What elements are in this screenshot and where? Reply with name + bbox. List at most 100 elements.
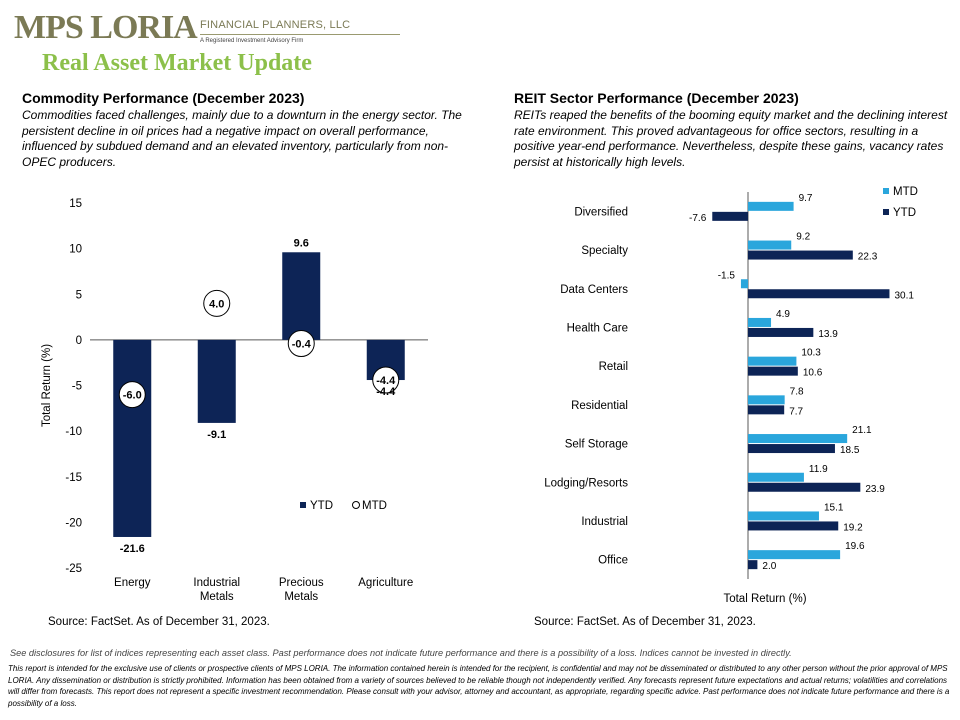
logo-wordmark: MPS LORIA	[14, 9, 198, 46]
ytd-bar	[748, 289, 890, 299]
y-tick-label: 5	[76, 289, 82, 301]
ytd-bar	[748, 444, 835, 454]
legend-ytd-label: YTD	[310, 500, 333, 512]
mtd-data-label: -4.4	[376, 375, 396, 387]
mtd-marker	[372, 366, 400, 394]
mtd-data-label: -6.0	[123, 390, 142, 402]
mtd-bar	[748, 434, 848, 444]
ytd-data-label: -7.6	[689, 213, 707, 224]
reit-section-text: REITs reaped the benefits of the booming…	[514, 108, 948, 169]
legend-ytd-swatch	[300, 502, 306, 508]
x-category-label: Precious	[279, 577, 324, 589]
mtd-data-label: 10.3	[801, 348, 821, 359]
legend-mtd-label: MTD	[362, 500, 387, 512]
commodity-section-text: Commodities faced challenges, mainly due…	[22, 108, 462, 169]
reit-sector-chart: Diversified Specialty Data Centers Health C…	[544, 186, 918, 605]
ytd-data-label: 2.0	[762, 561, 776, 572]
ytd-bar	[712, 211, 748, 221]
legend-ytd-swatch	[883, 209, 889, 215]
y-tick-label: -10	[65, 426, 82, 438]
ytd-data-label: 7.7	[789, 406, 803, 417]
mtd-bar	[740, 279, 748, 289]
y-tick-label: -25	[65, 563, 82, 575]
mtd-data-label: 11.9	[809, 464, 828, 475]
commodity-source: Source: FactSet. As of December 31, 2023…	[48, 616, 270, 628]
company-logo: MPS LORIA FINANCIAL PLANNERS, LLC A Regi…	[14, 8, 414, 54]
y-category-label: Health Care	[567, 322, 628, 334]
ytd-data-label: 13.9	[818, 329, 838, 340]
mtd-marker	[287, 330, 315, 358]
ytd-data-label: 9.6	[294, 237, 309, 249]
mtd-data-label: 7.8	[790, 386, 804, 397]
mtd-bar	[748, 201, 794, 211]
mtd-data-label: 4.9	[776, 309, 790, 320]
ytd-data-label: -4.4	[376, 386, 396, 398]
ytd-bar	[748, 327, 814, 337]
y-tick-label: -5	[72, 381, 82, 393]
ytd-bar	[113, 339, 152, 537]
ytd-data-label: 30.1	[894, 290, 914, 301]
legend-ytd-label: YTD	[893, 207, 916, 219]
legend-mtd-swatch	[352, 501, 360, 509]
ytd-bar	[748, 560, 758, 570]
commodity-section-title: Commodity Performance (December 2023)	[22, 90, 305, 106]
ytd-bar	[748, 250, 853, 260]
mtd-bar	[748, 511, 819, 521]
mtd-data-label: 21.1	[852, 425, 872, 436]
y-category-label: Diversified	[574, 206, 628, 218]
y-tick-label: -20	[65, 517, 82, 529]
ytd-data-label: 10.6	[803, 368, 823, 379]
mtd-data-label: -0.4	[292, 339, 312, 351]
y-category-label: Lodging/Resorts	[544, 477, 628, 489]
ytd-bar	[282, 252, 321, 340]
mtd-bar	[748, 472, 804, 482]
mtd-data-label: -1.5	[718, 270, 736, 281]
ytd-data-label: 19.2	[843, 522, 863, 533]
mtd-data-label: 19.6	[845, 541, 865, 552]
legal-disclaimer: This report is intended for the exclusiv…	[8, 664, 950, 709]
mtd-bar	[748, 395, 785, 405]
reit-section-title: REIT Sector Performance (December 2023)	[514, 90, 799, 106]
mtd-marker	[203, 289, 231, 317]
x-category-label: Metals	[200, 591, 234, 603]
ytd-bar	[748, 521, 839, 531]
x-category-label: Industrial	[193, 577, 240, 589]
y-category-label: Specialty	[581, 245, 628, 257]
logo-tagline: A Registered Investment Advisory Firm	[200, 38, 304, 44]
y-tick-label: 0	[76, 335, 82, 347]
x-category-label: Energy	[114, 577, 151, 589]
mtd-bar	[748, 317, 772, 327]
ytd-bar	[748, 482, 861, 492]
mtd-bar	[748, 240, 792, 250]
ytd-bar	[748, 366, 798, 376]
y-category-label: Industrial	[581, 516, 628, 528]
ytd-data-label: 18.5	[840, 445, 860, 456]
logo-divider	[200, 34, 400, 35]
ytd-data-label: 22.3	[858, 252, 878, 263]
y-tick-label: 15	[69, 198, 82, 210]
disclosure-note: See disclosures for list of indices repr…	[10, 648, 792, 658]
y-category-label: Self Storage	[565, 439, 628, 451]
mtd-bar	[748, 550, 841, 560]
y-category-label: Data Centers	[560, 284, 628, 296]
x-category-label: Agriculture	[358, 577, 413, 589]
y-axis-label: Total Return (%)	[41, 344, 53, 427]
mtd-marker	[118, 381, 146, 409]
y-category-label: Residential	[571, 400, 628, 412]
y-category-label: Retail	[599, 361, 628, 373]
mtd-bar	[748, 356, 797, 366]
x-axis-label: Total Return (%)	[723, 593, 806, 605]
mtd-data-label: 15.1	[824, 502, 844, 513]
ytd-data-label: -9.1	[207, 429, 226, 441]
mtd-data-label: 4.0	[209, 298, 224, 310]
page-title: Real Asset Market Update	[42, 50, 312, 76]
x-category-label: Metals	[284, 591, 318, 603]
ytd-bar	[748, 405, 785, 415]
y-category-label: Office	[598, 555, 628, 567]
mtd-data-label: 9.7	[799, 193, 813, 204]
logo-subtitle: FINANCIAL PLANNERS, LLC	[200, 19, 351, 31]
reit-source: Source: FactSet. As of December 31, 2023…	[534, 616, 756, 628]
mtd-data-label: 9.2	[796, 232, 810, 243]
legend-mtd-label: MTD	[893, 186, 918, 198]
ytd-data-label: -21.6	[120, 543, 145, 555]
